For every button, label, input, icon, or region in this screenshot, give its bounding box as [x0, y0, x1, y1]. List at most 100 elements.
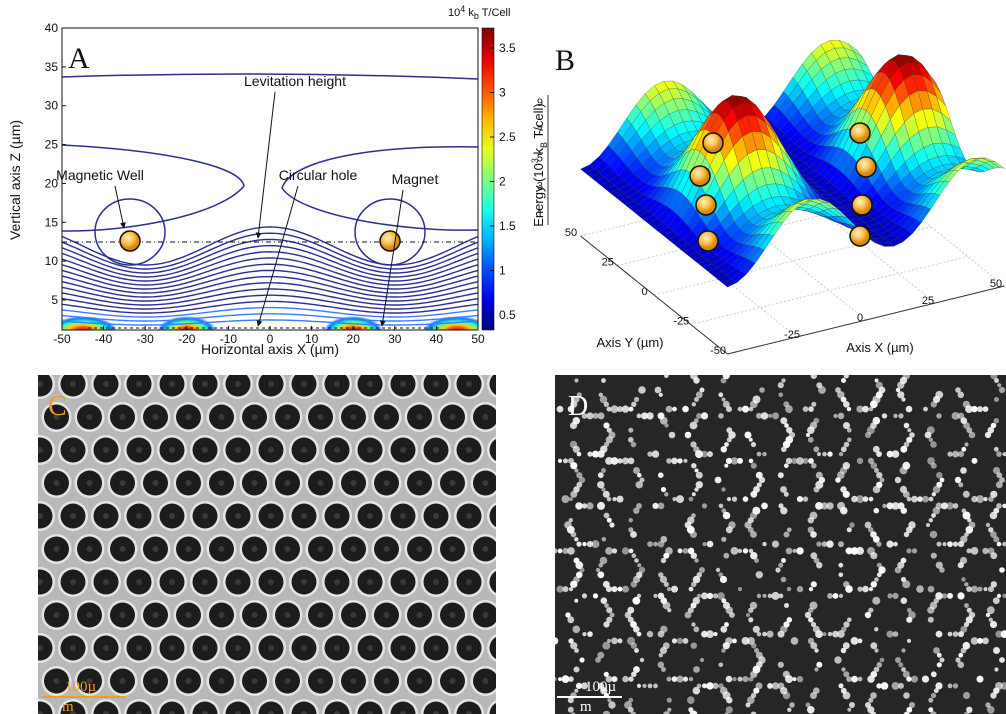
bead: [964, 442, 968, 446]
y-tick-label: 50: [565, 227, 577, 239]
bead: [907, 639, 911, 643]
well: [490, 372, 515, 397]
bead: [607, 698, 611, 702]
well-center: [334, 645, 340, 651]
bead: [671, 367, 679, 375]
y-tick-label: 15: [45, 215, 59, 229]
bead: [893, 542, 898, 547]
bead: [716, 568, 720, 572]
bead: [963, 491, 970, 498]
panel-c: C100µm: [25, 369, 534, 714]
bead: [993, 597, 1000, 604]
well-center: [70, 579, 76, 585]
bead: [797, 496, 803, 502]
bead: [726, 368, 733, 375]
bead: [901, 558, 907, 564]
bead: [611, 638, 618, 645]
well-center: [153, 546, 159, 552]
well-center: [483, 546, 489, 552]
bead: [927, 426, 935, 434]
well-center: [450, 480, 456, 486]
bead: [570, 462, 577, 469]
bead: [811, 372, 818, 379]
bead: [971, 496, 977, 502]
bead: [541, 468, 545, 472]
bead: [994, 378, 999, 383]
bead: [816, 472, 823, 479]
bead: [937, 653, 942, 658]
bead: [693, 666, 700, 673]
well-center: [384, 480, 390, 486]
bead: [582, 632, 586, 636]
bead: [793, 549, 797, 553]
well-center: [169, 447, 175, 453]
bead: [586, 502, 593, 509]
well-center: [318, 414, 324, 420]
bead: [725, 637, 732, 644]
bead: [786, 548, 793, 555]
bead: [874, 648, 878, 652]
well-center: [433, 645, 439, 651]
bead: [638, 386, 646, 394]
colorbar-tick-label: 2: [499, 175, 506, 189]
well-center: [252, 612, 258, 618]
bead: [687, 696, 695, 704]
bead: [948, 684, 953, 689]
bead: [582, 503, 587, 508]
bead: [903, 692, 910, 699]
well-center: [235, 513, 241, 519]
bead: [642, 684, 646, 688]
bead: [629, 518, 633, 522]
bead: [876, 382, 883, 389]
bead: [977, 406, 983, 412]
bead: [833, 593, 839, 599]
bead: [667, 369, 671, 373]
bead: [953, 542, 958, 547]
panel-b: 1357950250-25-50-2502550Axis X (µm)Axis …: [530, 40, 1005, 357]
bead: [754, 558, 759, 563]
well-center: [334, 447, 340, 453]
bead: [551, 637, 559, 645]
bead: [778, 631, 785, 638]
bead: [880, 478, 885, 483]
well-center: [483, 414, 489, 420]
bead: [994, 447, 999, 452]
bead: [991, 423, 997, 429]
well-center: [367, 447, 373, 453]
label-part: 10: [448, 7, 460, 19]
bead: [898, 683, 904, 689]
bead: [936, 472, 942, 478]
bead: [707, 451, 713, 457]
bead: [658, 541, 665, 548]
bead: [637, 473, 642, 478]
bead: [693, 597, 700, 604]
bead: [886, 541, 893, 548]
bead: [743, 369, 747, 373]
bead: [653, 542, 658, 547]
bead: [749, 677, 754, 682]
well-center: [186, 678, 192, 684]
bead: [599, 393, 603, 397]
bead: [833, 414, 837, 418]
well-center: [450, 612, 456, 618]
bead: [574, 378, 578, 382]
well-center: [466, 381, 472, 387]
bead: [847, 618, 852, 623]
bead: [699, 567, 705, 573]
well-center: [384, 546, 390, 552]
bead: [667, 677, 672, 682]
bead: [661, 487, 666, 492]
bead: [653, 684, 658, 689]
bead: [611, 367, 619, 375]
bead: [603, 581, 610, 588]
bead: [847, 708, 851, 712]
bead: [809, 587, 813, 591]
well-center: [351, 546, 357, 552]
bead: [677, 638, 683, 644]
bead: [637, 594, 641, 598]
bead: [540, 486, 547, 493]
well-center: [169, 513, 175, 519]
bead: [655, 387, 662, 394]
bead: [999, 657, 1005, 663]
bead: [877, 662, 883, 668]
